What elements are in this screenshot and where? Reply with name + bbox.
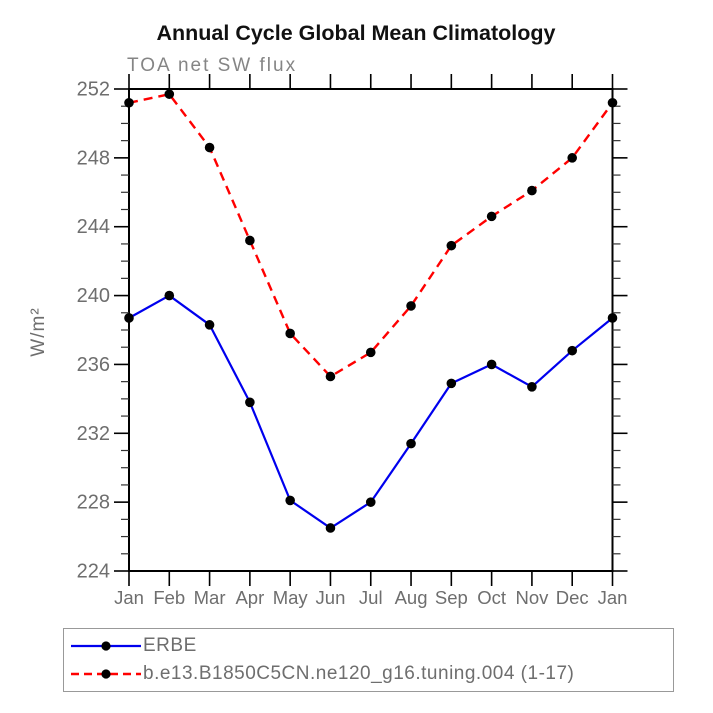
erbe-marker [245, 397, 255, 408]
x-tick-label: Apr [235, 587, 264, 608]
erbe-marker [527, 382, 537, 392]
model-marker [365, 347, 376, 358]
model-line-sample [71, 669, 141, 679]
model-marker [406, 301, 416, 311]
legend-item-erbe: ERBE [69, 636, 673, 656]
erbe-marker [607, 313, 618, 323]
legend-label-model: b.e13.B1850C5CN.ne120_g16.tuning.004 (1-… [143, 662, 575, 684]
y-tick-label: 244 [77, 216, 110, 238]
erbe-line-sample [71, 641, 141, 651]
y-tick-label: 252 [77, 79, 110, 101]
model-marker [527, 185, 537, 196]
x-tick-label: Dec [556, 587, 589, 608]
model-marker [285, 328, 295, 339]
y-tick-label: 236 [77, 354, 110, 376]
model-marker [567, 153, 578, 163]
y-tick-label: 228 [77, 492, 110, 514]
erbe-marker [486, 359, 497, 370]
model-line [128, 92, 614, 379]
legend-box: ERBE b.e13.B1850C5CN.ne120_g16.tuning.00… [63, 628, 674, 692]
axes [114, 74, 628, 586]
erbe-marker [204, 320, 215, 330]
chart-subtitle: TOA net SW flux [127, 55, 297, 76]
y-axis-title: W/m² [28, 307, 49, 356]
model-marker [325, 371, 336, 382]
x-tick-label: Jan [598, 587, 628, 608]
erbe-marker [446, 378, 457, 389]
data-series [124, 89, 618, 533]
model-marker [245, 235, 255, 246]
model-marker [486, 211, 497, 222]
erbe-marker [365, 497, 376, 507]
legend-label-erbe: ERBE [143, 635, 197, 657]
model-marker [124, 97, 134, 108]
legend-item-model: b.e13.B1850C5CN.ne120_g16.tuning.004 (1-… [69, 662, 673, 684]
y-tick-label: 240 [77, 285, 110, 307]
chart-title: Annual Cycle Global Mean Climatology [156, 21, 555, 45]
x-tick-label: Oct [477, 587, 506, 608]
x-tick-label: Jun [316, 587, 346, 608]
x-tick-label: Jul [359, 587, 383, 608]
x-tick-label: Jan [114, 587, 144, 608]
x-tick-label: Mar [194, 587, 226, 608]
y-tick-label: 224 [77, 561, 110, 583]
erbe-marker [124, 313, 134, 323]
x-tick-label: Feb [153, 587, 185, 608]
model-marker [164, 89, 175, 99]
model-marker [446, 240, 457, 251]
erbe-marker [325, 523, 336, 533]
model-marker [204, 142, 215, 153]
annual-cycle-chart: Annual Cycle Global Mean Climatology TOA… [28, 21, 628, 609]
x-tick-label: Nov [515, 587, 549, 608]
erbe-marker [406, 438, 416, 449]
axis-tick-labels: Jan Feb Mar Apr May Jun Jul Aug Sep Oct Nov Dec Jan2… [77, 79, 628, 609]
erbe-marker [567, 345, 578, 356]
erbe-marker [285, 495, 295, 506]
erbe-line [128, 294, 614, 530]
x-tick-label: Sep [435, 587, 468, 608]
y-tick-label: 248 [77, 147, 110, 169]
y-tick-label: 232 [77, 423, 110, 445]
erbe-marker [164, 290, 175, 301]
x-tick-label: May [273, 587, 309, 608]
x-tick-label: Aug [395, 587, 428, 608]
model-marker [607, 97, 618, 108]
